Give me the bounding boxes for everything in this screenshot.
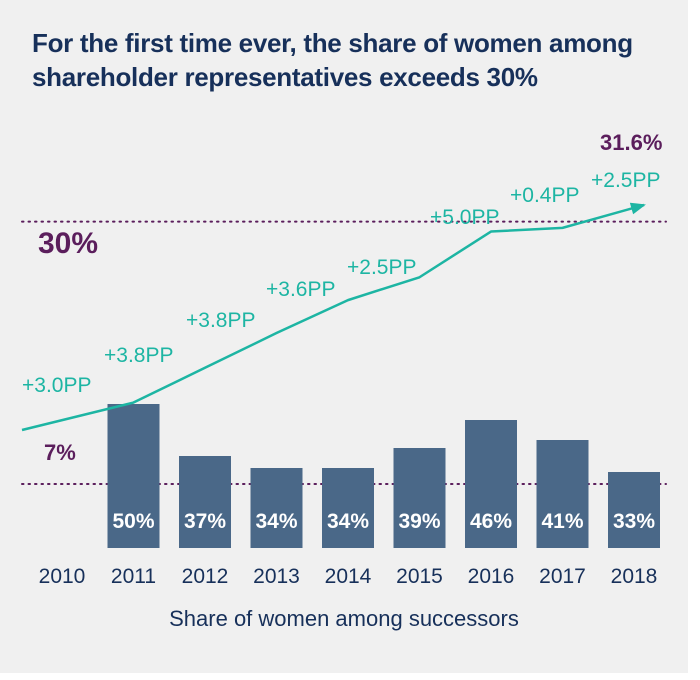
bar-2015 [393,448,446,548]
increment-label-2016: +5.0PP [430,206,499,229]
x-tick-label-2014: 2014 [325,565,372,588]
bar-value-label-2011: 50% [112,510,154,533]
increment-label-2017: +0.4PP [510,184,579,207]
chart-plot-area: 30% 7% 50% 37% 34% 34% 39% 46% 41% 33% 2010 2011 201… [21,130,667,588]
x-tick-label-2016: 2016 [468,565,515,588]
end-value-label: 31.6% [600,130,662,155]
start-value-label: 7% [44,440,76,465]
increment-label-2018: +2.5PP [591,169,660,192]
bar-value-label-2016: 46% [470,510,512,533]
chart-background [0,0,688,673]
x-tick-label-2011: 2011 [111,565,156,588]
reference-label-30pct: 30% [38,227,98,260]
increment-label-2013: +3.8PP [186,309,255,332]
bar-value-label-2015: 39% [398,510,440,533]
x-tick-label-2010: 2010 [39,565,86,588]
chart-title: For the first time ever, the share of wo… [32,28,633,92]
x-tick-label-2017: 2017 [539,565,586,588]
share-line [21,203,645,432]
x-tick-label-2012: 2012 [182,565,229,588]
increment-label-2012: +3.8PP [104,344,173,367]
bar-2016 [465,420,517,548]
bar-2017 [536,440,589,548]
increment-label-2015: +2.5PP [347,256,416,279]
increment-label-2011: +3.0PP [22,374,91,397]
bar-value-label-2017: 41% [541,510,583,533]
share-line-arrowhead [629,202,646,215]
bar-value-label-2012: 37% [184,510,226,533]
bar-2012 [179,456,231,548]
increment-label-2014: +3.6PP [266,278,335,301]
x-axis-label: Share of women among successors [169,606,519,631]
bar-2013 [250,468,303,548]
x-tick-label-2015: 2015 [396,565,443,588]
bar-value-label-2013: 34% [255,510,297,533]
x-tick-label-2013: 2013 [253,565,300,588]
x-tick-label-2018: 2018 [611,565,658,588]
bar-2018 [608,472,660,548]
bar-2014 [322,468,374,548]
bar-value-label-2014: 34% [327,510,369,533]
bar-value-label-2018: 33% [613,510,655,533]
bar-2011 [107,404,160,548]
